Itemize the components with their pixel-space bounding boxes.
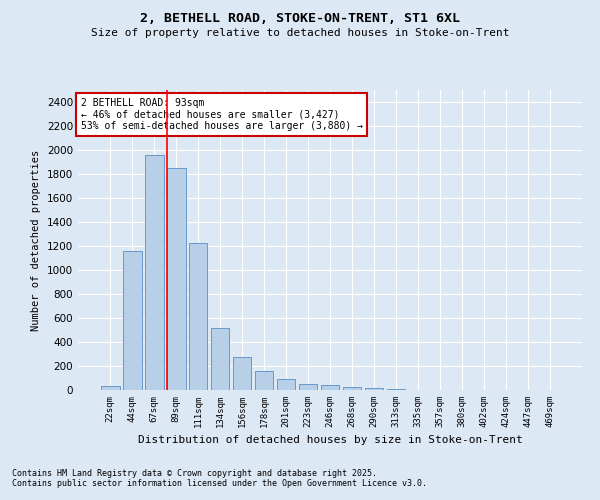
Y-axis label: Number of detached properties: Number of detached properties bbox=[31, 150, 41, 330]
Bar bbox=[211, 328, 229, 390]
Text: Contains HM Land Registry data © Crown copyright and database right 2025.: Contains HM Land Registry data © Crown c… bbox=[12, 468, 377, 477]
Bar bbox=[320, 385, 340, 390]
Bar bbox=[255, 371, 274, 390]
Bar bbox=[299, 384, 317, 390]
Bar bbox=[145, 155, 164, 390]
Bar bbox=[343, 386, 361, 390]
Bar bbox=[101, 386, 119, 390]
Bar bbox=[277, 379, 295, 390]
Bar bbox=[365, 388, 383, 390]
Bar bbox=[167, 168, 185, 390]
X-axis label: Distribution of detached houses by size in Stoke-on-Trent: Distribution of detached houses by size … bbox=[137, 436, 523, 446]
Text: Size of property relative to detached houses in Stoke-on-Trent: Size of property relative to detached ho… bbox=[91, 28, 509, 38]
Text: 2, BETHELL ROAD, STOKE-ON-TRENT, ST1 6XL: 2, BETHELL ROAD, STOKE-ON-TRENT, ST1 6XL bbox=[140, 12, 460, 26]
Bar bbox=[189, 243, 208, 390]
Text: Contains public sector information licensed under the Open Government Licence v3: Contains public sector information licen… bbox=[12, 478, 427, 488]
Text: 2 BETHELL ROAD: 93sqm
← 46% of detached houses are smaller (3,427)
53% of semi-d: 2 BETHELL ROAD: 93sqm ← 46% of detached … bbox=[80, 98, 362, 130]
Bar bbox=[123, 251, 142, 390]
Bar bbox=[233, 357, 251, 390]
